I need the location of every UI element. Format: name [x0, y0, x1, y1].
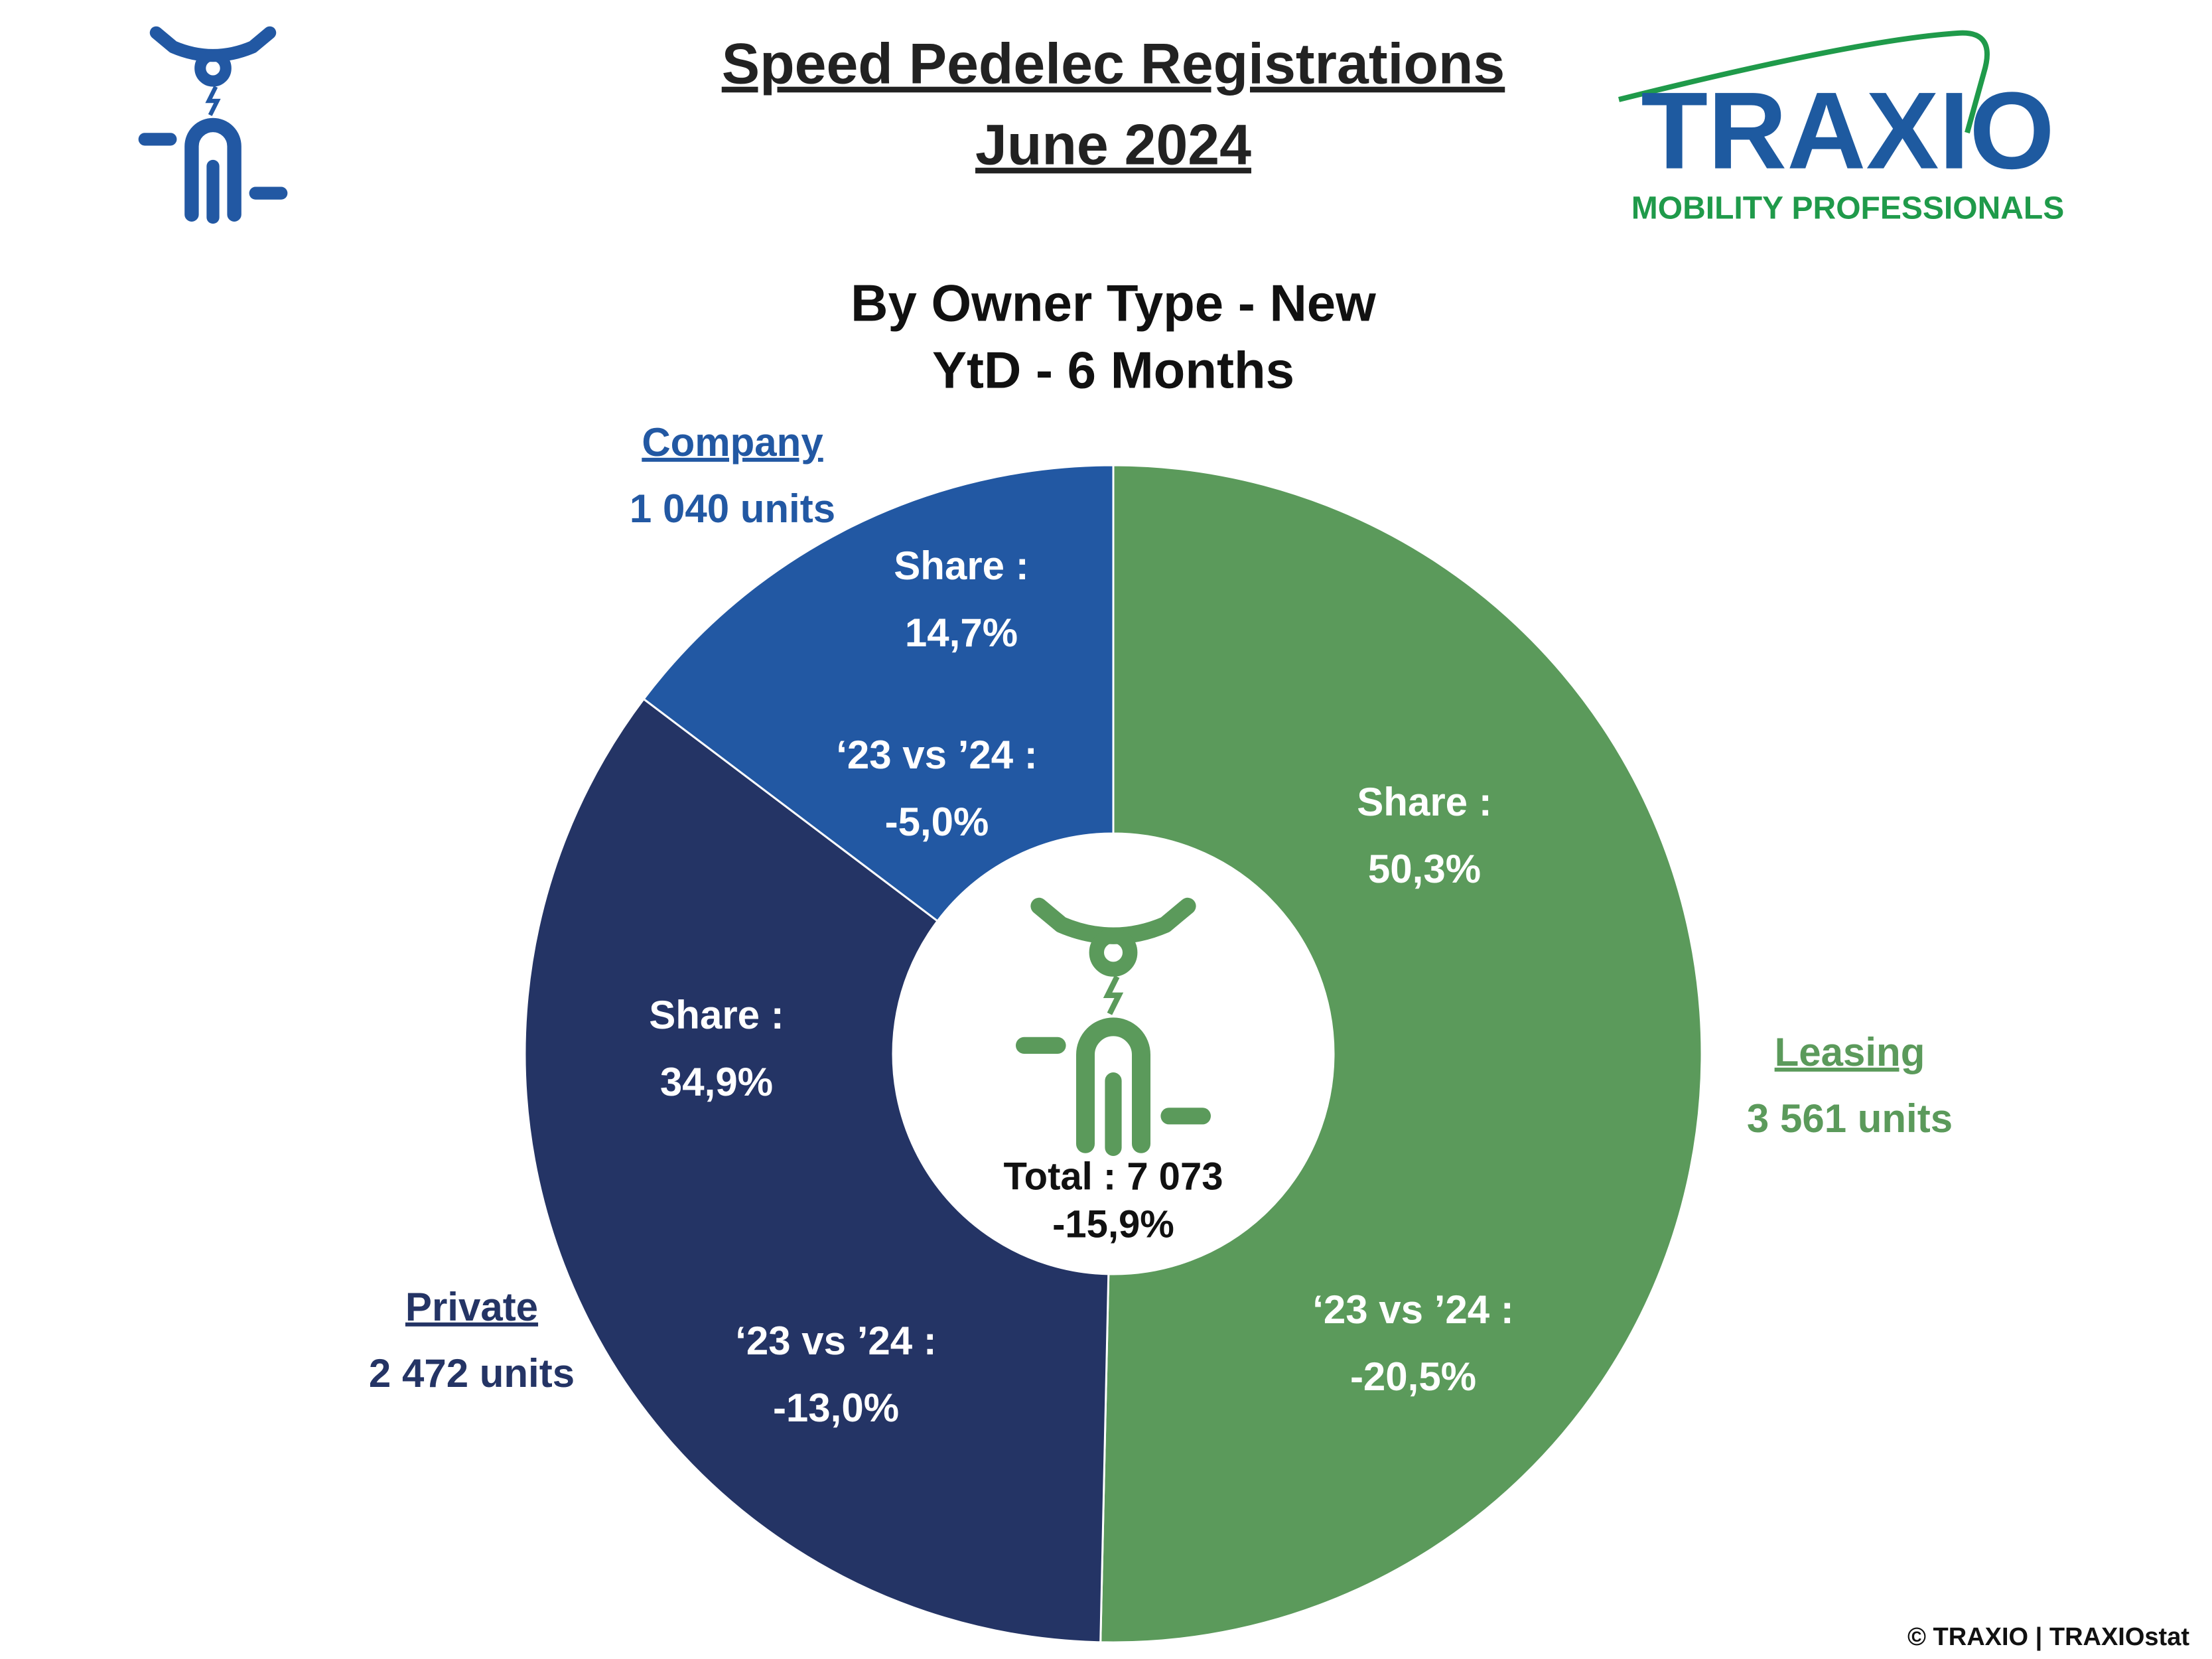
total-label: Total : 7 073: [1004, 1155, 1223, 1198]
logo-tagline: MOBILITY PROFESSIONALS: [1631, 191, 2065, 226]
change-title: ‘23 vs ’24 :: [1312, 1287, 1514, 1332]
section-subtitle: YtD - 6 Months: [932, 341, 1294, 399]
value-label: 3 561 units: [1747, 1096, 1953, 1141]
donut-hole: [893, 833, 1334, 1274]
logo-name: TRAXIO: [1641, 70, 2054, 192]
category-label: Leasing: [1775, 1030, 1925, 1074]
share-title: Share :: [1357, 780, 1491, 824]
chart-title: Speed Pedelec Registrations: [722, 33, 1505, 96]
share-label: 14,7%: [905, 611, 1018, 655]
share-title: Share :: [894, 543, 1028, 588]
share-label: 34,9%: [660, 1060, 773, 1104]
share-title: Share :: [649, 993, 784, 1037]
bike-icon: [145, 33, 281, 217]
chart-subtitle: June 2024: [975, 113, 1251, 177]
change-label: -5,0%: [885, 800, 989, 844]
category-label: Private: [405, 1285, 538, 1329]
total-change: -15,9%: [1052, 1202, 1174, 1246]
share-label: 50,3%: [1368, 847, 1481, 891]
value-label: 2 472 units: [369, 1351, 575, 1396]
footer: © TRAXIO | TRAXIOstat: [1907, 1623, 2189, 1651]
value-label: 1 040 units: [630, 486, 835, 531]
section-title: By Owner Type - New: [851, 274, 1376, 332]
logo-swoosh: [1618, 30, 1990, 134]
change-label: -13,0%: [773, 1386, 899, 1430]
change-title: ‘23 vs ’24 :: [836, 733, 1038, 777]
change-title: ‘23 vs ’24 :: [735, 1319, 937, 1363]
change-label: -20,5%: [1350, 1354, 1476, 1399]
category-label: Company: [642, 420, 823, 465]
